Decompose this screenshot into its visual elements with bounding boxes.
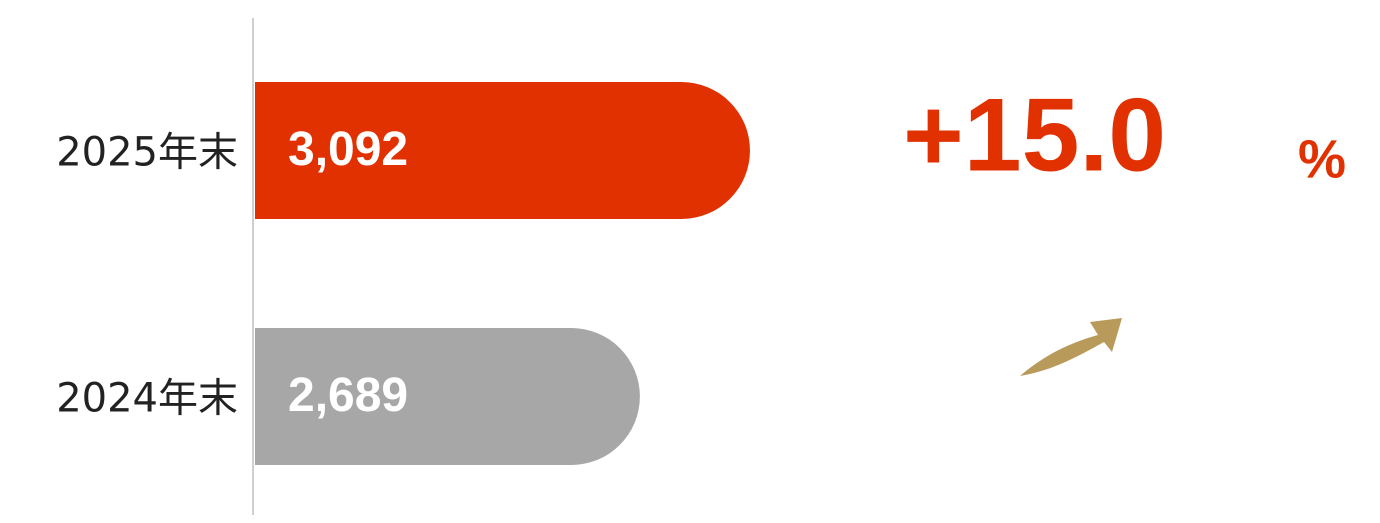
value-label: 2,689 — [288, 369, 408, 422]
category-label: 2024年末 — [56, 376, 238, 422]
change-value: +15.0 — [903, 77, 1166, 193]
change-unit: % — [1298, 129, 1346, 189]
bar — [255, 82, 750, 219]
arrow-icon — [1020, 318, 1122, 376]
bar — [255, 328, 640, 465]
category-label: 2025年末 — [56, 130, 238, 176]
value-label: 3,092 — [288, 123, 408, 176]
